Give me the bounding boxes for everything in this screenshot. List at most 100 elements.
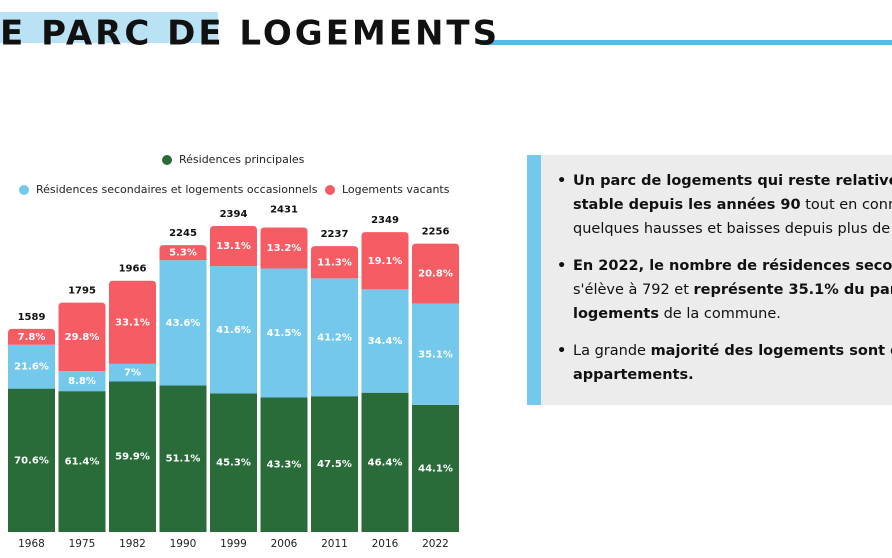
text-panel: Un parc de logements qui reste relativem… <box>527 155 892 405</box>
segment-label: 41.6% <box>216 325 251 336</box>
segment-label: 70.6% <box>14 455 49 466</box>
bullet-text: logements <box>573 306 659 322</box>
bar-segment <box>210 266 257 394</box>
segment-label: 7.8% <box>18 332 46 343</box>
bar-total: 2245 <box>169 228 197 239</box>
bar-total: 2237 <box>321 229 349 240</box>
bullet-text: tout en conna <box>805 197 892 213</box>
bar-segment <box>58 302 106 371</box>
x-tick-label: 1975 <box>69 538 96 550</box>
segment-label: 5.3% <box>169 248 197 259</box>
bar-total: 2394 <box>220 209 248 220</box>
legend-swatch <box>162 155 172 165</box>
segment-label: 20.8% <box>418 269 453 280</box>
legend-label: Résidences principales <box>179 153 305 166</box>
legend-swatch <box>19 185 29 195</box>
segment-label: 13.2% <box>267 243 302 254</box>
segment-label: 13.1% <box>216 241 251 252</box>
bar-segment <box>8 344 55 389</box>
bar-segment <box>311 278 358 397</box>
segment-label: 43.6% <box>166 318 201 329</box>
segment-label: 46.4% <box>368 457 403 468</box>
bar-segment <box>260 268 308 398</box>
bar-segment <box>311 396 358 532</box>
segment-label: 59.9% <box>115 452 150 463</box>
segment-label: 45.3% <box>216 458 251 469</box>
bar-segment <box>412 303 459 405</box>
segment-label: 44.1% <box>418 463 453 474</box>
segment-label: 34.4% <box>368 336 403 347</box>
bar-segment <box>109 280 156 364</box>
bar-segment <box>159 385 207 532</box>
bar-segment <box>361 392 409 532</box>
bullet: En 2022, le nombre de résidences second s… <box>557 254 892 326</box>
segment-label: 8.8% <box>68 376 96 387</box>
segment-label: 35.1% <box>418 349 453 360</box>
chart: Résidences principales Résidences seconda… <box>8 153 459 550</box>
bullet-text: de la commune. <box>658 306 781 322</box>
bullet: Un parc de logements qui reste relativem… <box>557 169 892 241</box>
bar-segment <box>8 388 55 532</box>
x-tick-label: 1990 <box>170 538 197 550</box>
bullet-text: En 2022, le nombre de résidences second <box>573 258 892 274</box>
segment-label: 41.2% <box>317 332 352 343</box>
bar-segment <box>260 227 308 269</box>
x-tick-label: 2011 <box>321 538 348 550</box>
bullet-text: majorité des logements sont de <box>650 343 892 359</box>
x-tick-label: 1982 <box>119 538 146 550</box>
legend-label: Logements vacants <box>342 183 450 196</box>
bar-segment <box>210 393 257 532</box>
bar-segment <box>412 404 459 532</box>
bar-segment <box>109 363 156 382</box>
segment-label: 21.6% <box>14 362 49 373</box>
bar-segment <box>311 246 358 279</box>
segment-label: 41.5% <box>267 328 302 339</box>
panel-stripe <box>527 155 541 405</box>
title-rule <box>480 40 892 45</box>
bar-segment <box>58 370 106 392</box>
segment-label: 47.5% <box>317 459 352 470</box>
segment-label: 11.3% <box>317 257 352 268</box>
bar-segment <box>412 243 459 304</box>
x-tick-label: 1968 <box>18 538 45 550</box>
x-tick-label: 2006 <box>271 538 298 550</box>
bar-segment <box>109 381 156 532</box>
bullet-text: s'élève à 792 et <box>573 282 694 298</box>
bullet-text: Un parc de logements qui reste relativem <box>573 173 892 189</box>
title-highlight <box>0 12 218 43</box>
bullet-text: La grande <box>573 343 651 359</box>
x-tick-label: 1999 <box>220 538 247 550</box>
segment-label: 29.8% <box>65 332 100 343</box>
bullet-text: représente 35.1% du parc c <box>693 282 892 298</box>
x-tick-label: 2016 <box>372 538 399 550</box>
bar-total: 1589 <box>18 312 46 323</box>
bar-segment <box>260 397 308 532</box>
bullet-text: stable depuis les années 90 <box>573 197 801 213</box>
slide-title: E PARC DE LOGEMENTS <box>0 14 500 54</box>
bullet: La grande majorité des logements sont de… <box>557 339 892 387</box>
bar-segment <box>159 260 207 386</box>
bar-segment <box>361 232 409 290</box>
bar-total: 2256 <box>422 227 450 238</box>
bar-segment <box>361 289 409 393</box>
bullet-text: quelques hausses et baisses depuis plus … <box>573 221 892 237</box>
segment-label: 51.1% <box>166 454 201 465</box>
segment-label: 43.3% <box>267 460 302 471</box>
bar-segment <box>8 328 55 345</box>
segment-label: 19.1% <box>368 256 403 267</box>
bar-total: 2431 <box>270 204 298 215</box>
bar-segment <box>58 391 106 532</box>
bar-total: 2349 <box>371 215 399 226</box>
segment-label: 61.4% <box>65 457 100 468</box>
bullet-text: appartements. <box>573 367 694 383</box>
bar-segment <box>210 226 257 267</box>
segment-label: 33.1% <box>115 317 150 328</box>
bar-total: 1966 <box>119 264 147 275</box>
segment-label: 7% <box>124 368 141 379</box>
x-tick-label: 2022 <box>422 538 449 550</box>
bullet-list: Un parc de logements qui reste relativem… <box>557 169 892 400</box>
legend-swatch <box>325 185 335 195</box>
legend-label: Résidences secondaires et logements occa… <box>36 183 318 196</box>
